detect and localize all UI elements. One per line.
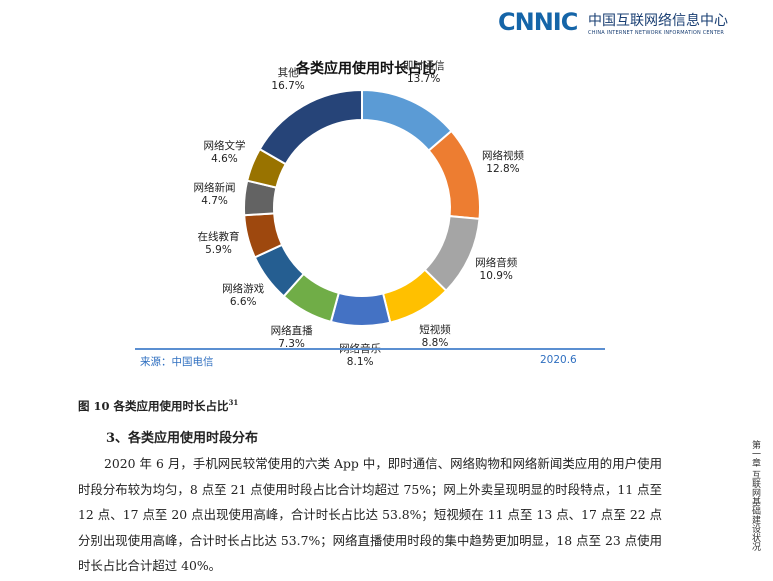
slice-label-2: 网络视频 12.8% xyxy=(482,150,524,176)
source-date: 2020.6 xyxy=(540,354,577,366)
slice-value: 10.9% xyxy=(479,270,513,283)
chapter-side-label: 第一章 互联网基础建设状况 xyxy=(750,440,760,551)
slice-value: 12.8% xyxy=(486,162,520,175)
slice-value: 5.9% xyxy=(205,244,232,257)
org-name-cn: 中国互联网络信息中心 xyxy=(588,13,728,29)
figure-footnote-ref: 31 xyxy=(228,398,239,408)
logo-wordmark: CNNIC xyxy=(498,8,578,36)
slice-name: 其他 xyxy=(277,66,299,79)
slice-value: 7.3% xyxy=(278,338,305,351)
slice-label-6: 网络直播 7.3% xyxy=(271,325,313,351)
slice-label-9: 网络新闻 4.7% xyxy=(194,182,236,208)
slice-label-3: 网络音频 10.9% xyxy=(475,257,517,283)
slice-label-5: 网络音乐 8.1% xyxy=(339,343,381,369)
figure-caption: 图 10 各类应用使用时长占比31 xyxy=(78,398,238,414)
slice-name: 网络游戏 xyxy=(222,283,265,296)
slice-label-4: 短视频 8.8% xyxy=(419,324,451,350)
slice-name: 网络文学 xyxy=(203,140,246,153)
slice-value: 4.6% xyxy=(211,153,238,166)
figure-caption-text: 图 10 各类应用使用时长占比 xyxy=(78,399,229,413)
slice-name: 网络视频 xyxy=(481,149,524,162)
slice-name: 网络直播 xyxy=(270,325,313,338)
slice-label-1: 即时通信 13.7% xyxy=(403,60,445,86)
source-label: 来源：中国电信 xyxy=(140,356,214,368)
source-divider xyxy=(135,348,605,350)
section-heading: 3、各类应用使用时段分布 xyxy=(106,431,259,446)
slice-2 xyxy=(427,129,481,220)
chart-title: 各类应用使用时长占比 xyxy=(296,61,436,77)
slice-name: 网络新闻 xyxy=(193,182,236,195)
slice-label-7: 网络游戏 6.6% xyxy=(222,283,264,309)
slice-value: 6.6% xyxy=(229,296,257,309)
slice-name: 短视频 xyxy=(419,323,451,336)
slice-value: 13.7% xyxy=(407,73,441,86)
slice-11 xyxy=(258,88,363,166)
slice-label-8: 在线教育 5.9% xyxy=(197,231,239,257)
cnnic-logo: CNNIC 中国互联网络信息中心 CHINA INTERNET NETWORK … xyxy=(498,8,763,44)
slice-value: 8.1% xyxy=(346,355,374,368)
org-name-en: CHINA INTERNET NETWORK INFORMATION CENTE… xyxy=(588,30,725,36)
slice-label-10: 网络文学 4.6% xyxy=(203,140,245,166)
slice-name: 即时通信 xyxy=(402,60,445,73)
body-paragraph: 2020 年 6 月，手机网民较常使用的六类 App 中，即时通信、网络购物和网… xyxy=(78,456,662,573)
slice-name: 在线教育 xyxy=(197,231,240,244)
slice-5 xyxy=(329,291,392,327)
slice-label-11: 其他 16.7% xyxy=(271,67,304,93)
slice-value: 8.8% xyxy=(421,336,449,349)
slice-value: 16.7% xyxy=(271,79,305,92)
slice-value: 4.7% xyxy=(201,195,228,208)
slice-name: 网络音频 xyxy=(475,257,518,270)
